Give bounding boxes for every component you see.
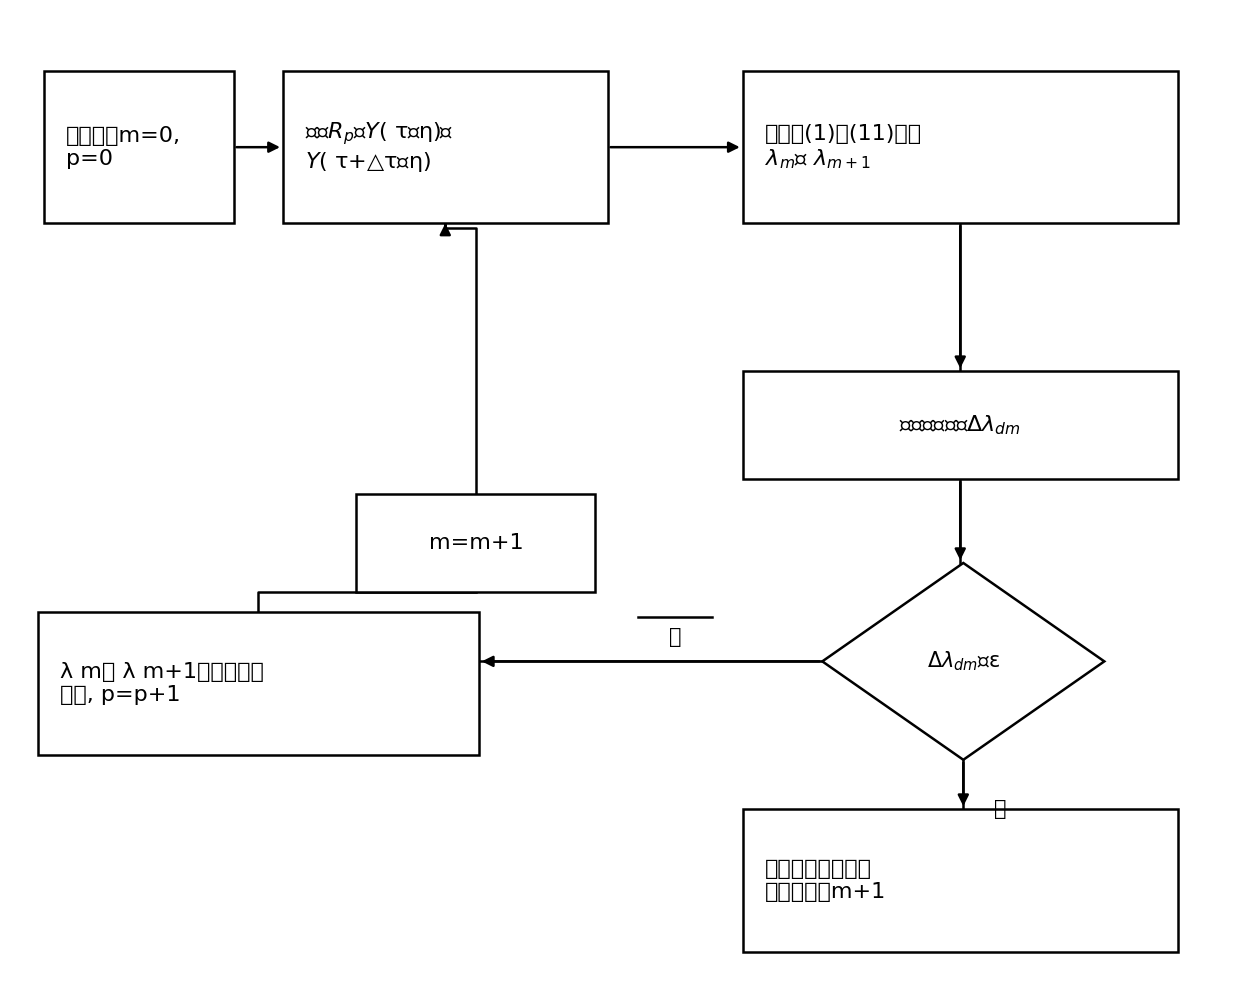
Text: 否: 否 [994,799,1007,819]
Text: 测得$R_p$处$Y$( τ，η)、
$Y$( τ+△τ，η): 测得$R_p$处$Y$( τ，η)、 $Y$( τ+△τ，η) [305,120,453,175]
Bar [743,371,1178,479]
Bar [356,494,595,593]
Text: $\Delta\lambda_{dm}$＜ε: $\Delta\lambda_{dm}$＜ε [926,650,999,674]
Text: 是: 是 [668,627,682,647]
Text: 终止流程，统计有
效数据个数m+1: 终止流程，统计有 效数据个数m+1 [765,858,885,902]
Bar [43,71,234,224]
Bar [37,612,479,754]
Text: 开始测试m=0,
p=0: 开始测试m=0, p=0 [66,126,181,169]
Bar [743,809,1178,952]
Text: m=m+1: m=m+1 [429,533,523,553]
Polygon shape [822,563,1105,759]
Text: λ m和 λ m+1为有效测试
结果, p=p+1: λ m和 λ m+1为有效测试 结果, p=p+1 [60,662,264,706]
Bar [743,71,1178,224]
Text: 基于式(1)－(11)计算
$\lambda_m$和 $\lambda_{m+1}$: 基于式(1)－(11)计算 $\lambda_m$和 $\lambda_{m+1… [765,124,921,171]
Bar [283,71,608,224]
Text: 计算相对偏差$\Delta\lambda_{dm}$: 计算相对偏差$\Delta\lambda_{dm}$ [899,413,1021,437]
